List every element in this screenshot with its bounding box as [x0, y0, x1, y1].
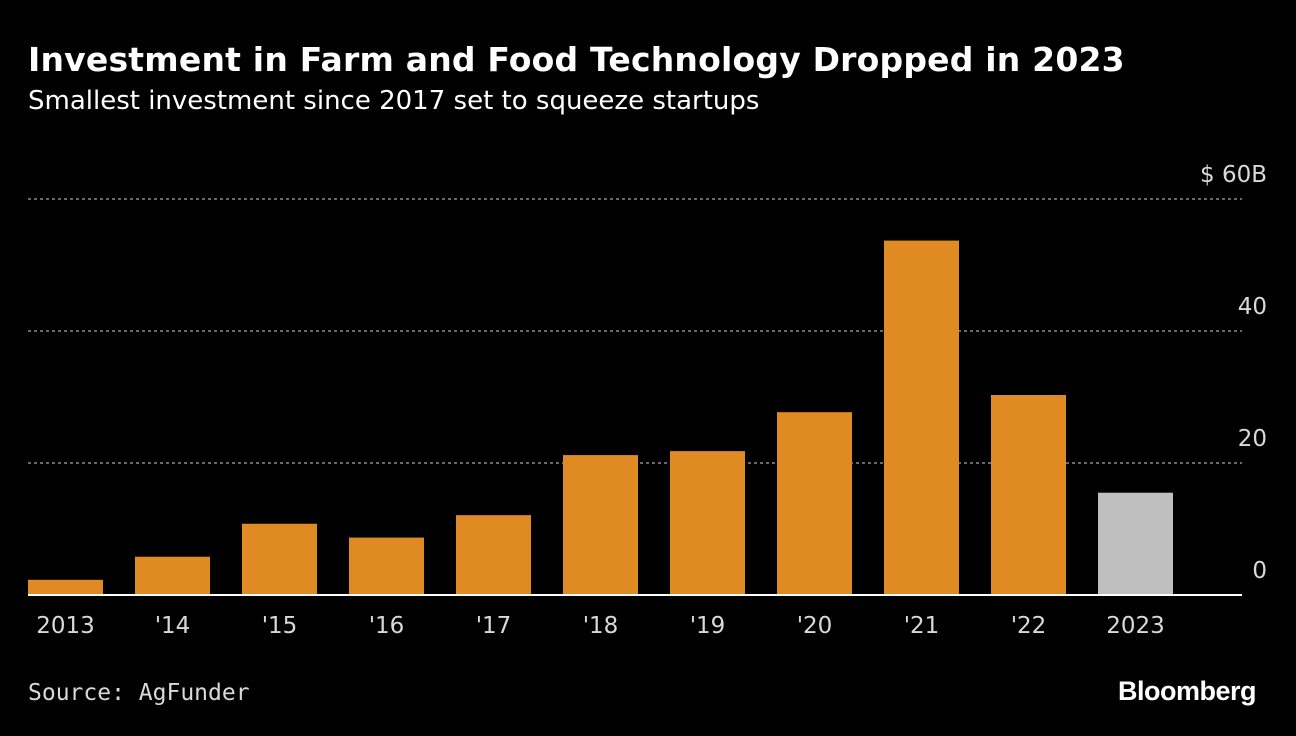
bloomberg-logo: Bloomberg	[1117, 676, 1257, 706]
x-tick-label: 2013	[36, 613, 95, 639]
bar-7	[777, 412, 852, 595]
chart-title: Investment in Farm and Food Technology D…	[28, 40, 1125, 79]
x-axis-ticks: 2013 '14 '15 '16 '17 '18 '19 '20 '21 '22 2023	[36, 613, 1165, 639]
y-tick-label: $ 60B	[1200, 162, 1267, 188]
y-tick-label: 20	[1238, 426, 1267, 452]
bar-1	[135, 556, 210, 595]
x-tick-label: '18	[583, 613, 619, 639]
x-tick-label: '20	[797, 613, 833, 639]
bar-8	[884, 240, 959, 595]
x-tick-label: '14	[155, 613, 191, 639]
bar-0	[28, 579, 103, 595]
bar-9	[991, 395, 1066, 595]
y-tick-label: 0	[1252, 558, 1267, 584]
bars	[28, 240, 1173, 595]
x-tick-label: '16	[369, 613, 405, 639]
x-tick-label: 2023	[1106, 613, 1165, 639]
source-note: Source: AgFunder	[28, 680, 250, 706]
bar-2	[242, 523, 317, 595]
bar-5	[563, 455, 638, 595]
bar-3	[349, 537, 424, 595]
bar-10	[1098, 492, 1173, 595]
x-tick-label: '17	[476, 613, 512, 639]
y-tick-label: 40	[1238, 294, 1267, 320]
bar-4	[456, 515, 531, 595]
x-tick-label: '22	[1011, 613, 1047, 639]
x-tick-label: '21	[904, 613, 940, 639]
x-tick-label: '19	[690, 613, 726, 639]
bar-6	[670, 451, 745, 595]
y-axis-ticks: 0 20 40 $ 60B	[1200, 162, 1267, 584]
x-tick-label: '15	[262, 613, 298, 639]
chart-subtitle: Smallest investment since 2017 set to sq…	[28, 86, 760, 116]
